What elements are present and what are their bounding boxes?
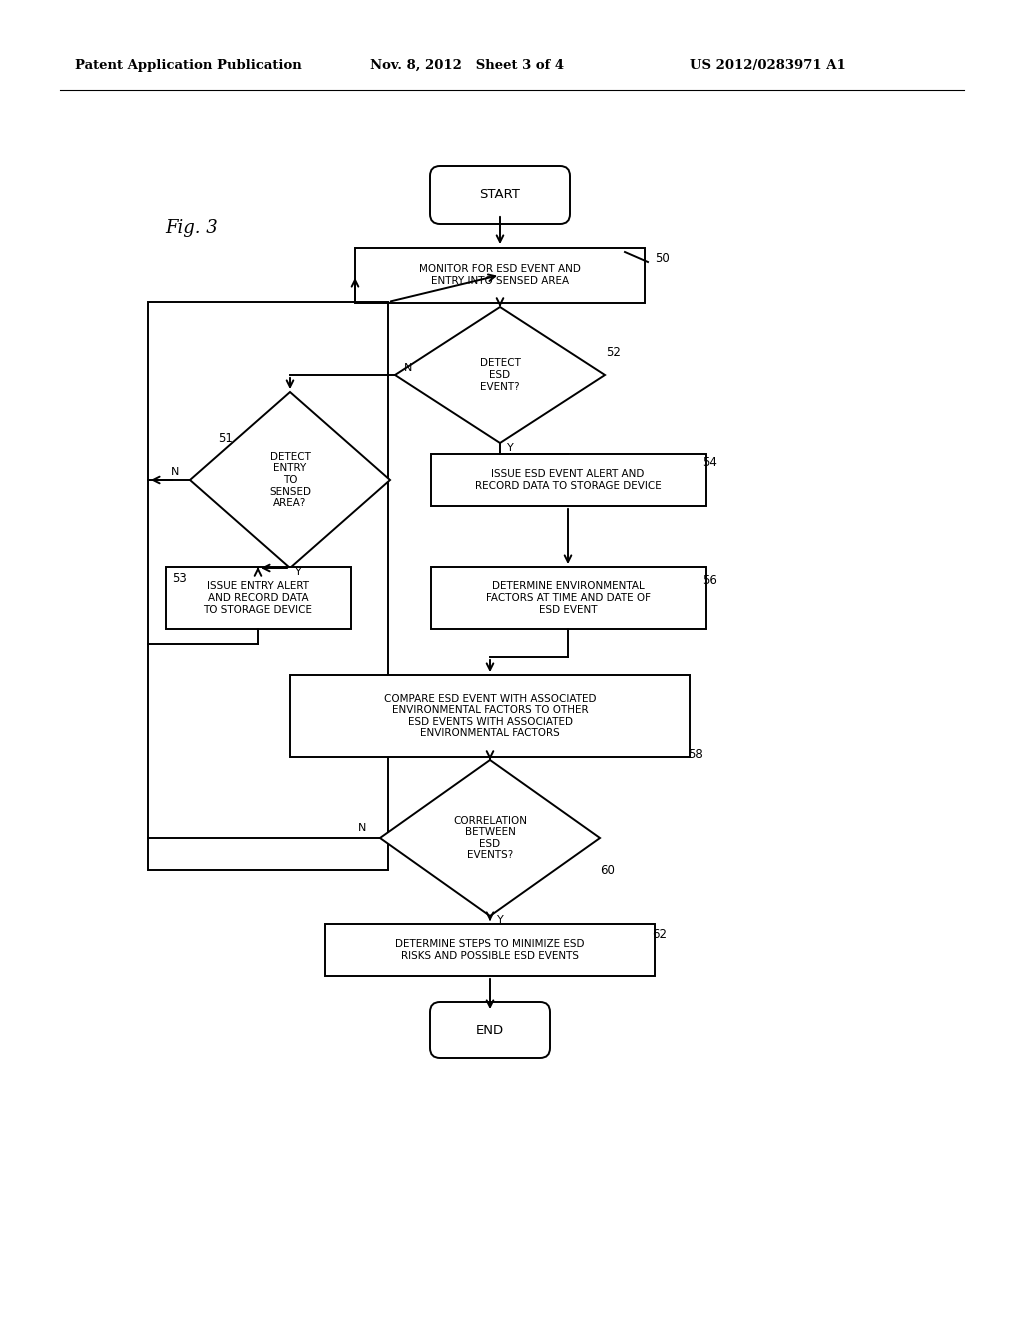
Text: 50: 50	[655, 252, 670, 264]
Text: DETECT
ESD
EVENT?: DETECT ESD EVENT?	[479, 359, 520, 392]
Text: Y: Y	[295, 568, 301, 577]
Polygon shape	[190, 392, 390, 568]
Text: 62: 62	[652, 928, 667, 941]
Text: Y: Y	[507, 444, 513, 453]
FancyBboxPatch shape	[430, 166, 570, 224]
Bar	[430, 454, 706, 506]
Text: MONITOR FOR ESD EVENT AND
ENTRY INTO SENSED AREA: MONITOR FOR ESD EVENT AND ENTRY INTO SEN…	[419, 264, 581, 286]
Text: N: N	[357, 822, 367, 833]
Bar	[290, 675, 690, 756]
Text: Y: Y	[497, 915, 504, 925]
Text: 58: 58	[688, 748, 702, 762]
Text: DETERMINE STEPS TO MINIMIZE ESD
RISKS AND POSSIBLE ESD EVENTS: DETERMINE STEPS TO MINIMIZE ESD RISKS AN…	[395, 940, 585, 961]
Text: ISSUE ESD EVENT ALERT AND
RECORD DATA TO STORAGE DEVICE: ISSUE ESD EVENT ALERT AND RECORD DATA TO…	[475, 469, 662, 491]
Text: END: END	[476, 1023, 504, 1036]
Text: Patent Application Publication: Patent Application Publication	[75, 58, 302, 71]
Bar	[355, 248, 645, 302]
Text: START: START	[479, 189, 520, 202]
Text: Nov. 8, 2012   Sheet 3 of 4: Nov. 8, 2012 Sheet 3 of 4	[370, 58, 564, 71]
Text: 60: 60	[600, 863, 614, 876]
FancyBboxPatch shape	[430, 1002, 550, 1059]
Text: 54: 54	[702, 457, 717, 470]
Text: ISSUE ENTRY ALERT
AND RECORD DATA
TO STORAGE DEVICE: ISSUE ENTRY ALERT AND RECORD DATA TO STO…	[204, 581, 312, 615]
Text: DETECT
ENTRY
TO
SENSED
AREA?: DETECT ENTRY TO SENSED AREA?	[269, 451, 311, 508]
Text: N: N	[403, 363, 413, 374]
Bar	[166, 568, 350, 630]
Text: DETERMINE ENVIRONMENTAL
FACTORS AT TIME AND DATE OF
ESD EVENT: DETERMINE ENVIRONMENTAL FACTORS AT TIME …	[485, 581, 650, 615]
Bar	[430, 568, 706, 630]
Polygon shape	[380, 760, 600, 916]
Text: 56: 56	[702, 574, 717, 587]
Text: 52: 52	[606, 346, 621, 359]
Text: Fig. 3: Fig. 3	[165, 219, 218, 238]
Text: N: N	[171, 467, 179, 477]
Bar	[325, 924, 655, 975]
Bar	[148, 302, 388, 870]
Text: CORRELATION
BETWEEN
ESD
EVENTS?: CORRELATION BETWEEN ESD EVENTS?	[453, 816, 527, 861]
Text: US 2012/0283971 A1: US 2012/0283971 A1	[690, 58, 846, 71]
Text: 53: 53	[172, 572, 186, 585]
Polygon shape	[395, 308, 605, 444]
Text: 51: 51	[218, 432, 232, 445]
Text: COMPARE ESD EVENT WITH ASSOCIATED
ENVIRONMENTAL FACTORS TO OTHER
ESD EVENTS WITH: COMPARE ESD EVENT WITH ASSOCIATED ENVIRO…	[384, 693, 596, 738]
